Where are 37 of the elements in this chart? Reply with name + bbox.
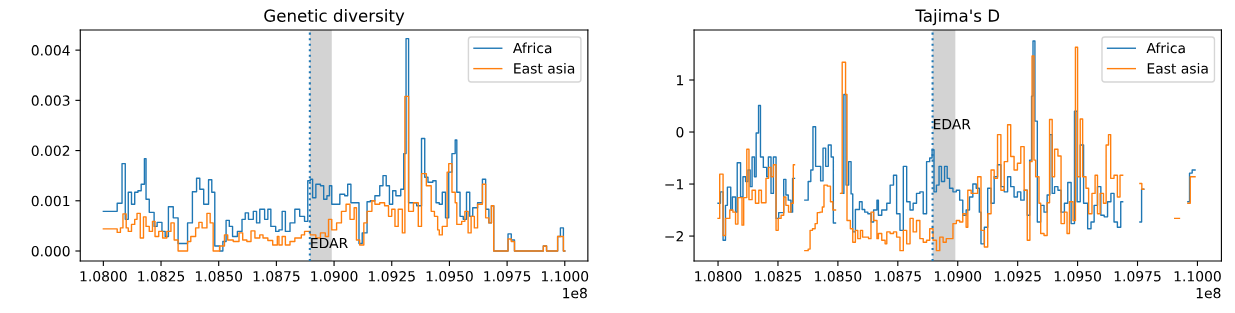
annotation: EDAR — [933, 119, 971, 130]
chart-title: Genetic diversity — [264, 9, 405, 26]
annotation: EDAR — [311, 237, 348, 249]
legend-label: East asia — [514, 62, 575, 74]
x-tick-label: 1.0900 — [311, 271, 358, 282]
x-tick-label: 1.0850 — [195, 271, 243, 282]
text: 1e8 — [563, 287, 587, 299]
x-tick-label: 1.0925 — [994, 271, 1041, 282]
y-tick-label: 0.001 — [31, 195, 70, 207]
text: 1e8 — [1196, 287, 1221, 299]
y-tick-label: −1 — [665, 179, 684, 190]
x-tick-label: 1.0825 — [755, 271, 802, 282]
y-tick-label: 1 — [677, 75, 684, 86]
x-tick-label: 1.0875 — [875, 271, 921, 282]
x-tick-label: 1.0950 — [426, 271, 473, 282]
x-tick-label: 1.0900 — [934, 271, 982, 282]
y-tick-label: 0.004 — [31, 45, 70, 56]
x-tick-label: 1.0975 — [1114, 271, 1161, 282]
x-tick-label: 1.0875 — [253, 271, 300, 282]
x-tick-label: 1.1000 — [542, 271, 589, 282]
legend-label: Africa — [1146, 42, 1185, 54]
x-tick-label: 1.1000 — [1174, 271, 1221, 282]
x-tick-label: 1.0975 — [484, 271, 531, 282]
x-tick-label: 1.0925 — [368, 271, 415, 282]
x-tick-label: 1.0800 — [80, 271, 127, 282]
legend-label: Africa — [512, 42, 552, 54]
y-tick-label: −2 — [665, 231, 683, 242]
legend-label: East asia — [1147, 62, 1208, 74]
y-tick-label: 0.003 — [31, 95, 70, 106]
x-tick-label: 1.0800 — [695, 271, 742, 282]
x-tick-label: 1.0950 — [1054, 271, 1101, 282]
chart-title: Tajima's D — [915, 9, 1000, 26]
y-tick-label: 0.000 — [31, 245, 70, 257]
x-tick-label: 1.0825 — [138, 271, 185, 282]
y-tick-label: 0 — [676, 126, 684, 138]
x-tick-label: 1.0850 — [815, 271, 862, 282]
y-tick-label: 0.002 — [31, 145, 70, 157]
